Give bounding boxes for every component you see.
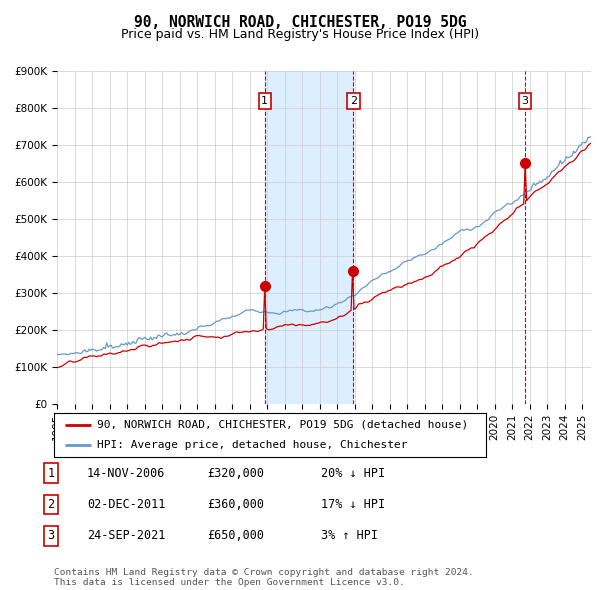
Text: Contains HM Land Registry data © Crown copyright and database right 2024.
This d: Contains HM Land Registry data © Crown c… <box>54 568 474 587</box>
Text: 90, NORWICH ROAD, CHICHESTER, PO19 5DG: 90, NORWICH ROAD, CHICHESTER, PO19 5DG <box>134 15 466 30</box>
Text: £650,000: £650,000 <box>207 529 264 542</box>
Text: 14-NOV-2006: 14-NOV-2006 <box>87 467 166 480</box>
Text: 2: 2 <box>47 498 55 511</box>
Text: £360,000: £360,000 <box>207 498 264 511</box>
Text: 3: 3 <box>521 96 529 106</box>
Text: 2: 2 <box>350 96 357 106</box>
Text: 20% ↓ HPI: 20% ↓ HPI <box>321 467 385 480</box>
Text: 24-SEP-2021: 24-SEP-2021 <box>87 529 166 542</box>
Text: 02-DEC-2011: 02-DEC-2011 <box>87 498 166 511</box>
Bar <box>265 71 353 404</box>
Text: 90, NORWICH ROAD, CHICHESTER, PO19 5DG (detached house): 90, NORWICH ROAD, CHICHESTER, PO19 5DG (… <box>97 420 469 430</box>
Text: 1: 1 <box>262 96 268 106</box>
Text: 3% ↑ HPI: 3% ↑ HPI <box>321 529 378 542</box>
Text: 17% ↓ HPI: 17% ↓ HPI <box>321 498 385 511</box>
Text: Price paid vs. HM Land Registry's House Price Index (HPI): Price paid vs. HM Land Registry's House … <box>121 28 479 41</box>
Text: 1: 1 <box>47 467 55 480</box>
Text: HPI: Average price, detached house, Chichester: HPI: Average price, detached house, Chic… <box>97 440 408 450</box>
Text: £320,000: £320,000 <box>207 467 264 480</box>
Text: 3: 3 <box>47 529 55 542</box>
